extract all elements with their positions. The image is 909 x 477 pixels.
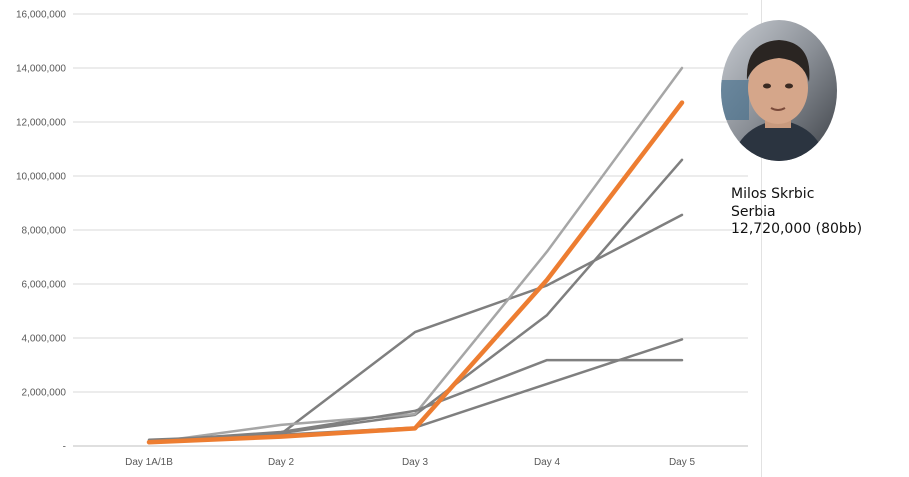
series-line-2: [147, 158, 684, 442]
player-info-card: Milos Skrbic Serbia 12,720,000 (80bb): [731, 186, 862, 239]
y-tick-label: 2,000,000: [22, 388, 67, 399]
x-tick-label: Day 2: [268, 457, 295, 468]
y-tick-label: 16,000,000: [16, 10, 66, 21]
y-tick-label: 4,000,000: [22, 334, 67, 345]
player-stack: 12,720,000 (80bb): [731, 221, 863, 237]
x-tick-label: Day 5: [669, 457, 696, 468]
player-country: Serbia: [731, 203, 776, 220]
series-line-highlighted: [146, 100, 685, 445]
series-line-5: [147, 358, 684, 443]
y-tick-label: 6,000,000: [22, 280, 67, 291]
y-axis-tick-labels: - 2,000,000 4,000,000 6,000,000 8,000,000 10,…: [16, 10, 66, 453]
gridlines: [73, 13, 748, 447]
player-portrait-icon: [721, 20, 837, 161]
x-axis-tick-labels: Day 1A/1B Day 2 Day 3 Day 4 Day 5: [125, 457, 695, 468]
series-lines: [146, 66, 685, 445]
x-tick-label: Day 3: [402, 457, 429, 468]
line-chart: - 2,000,000 4,000,000 6,000,000 8,000,000 10,…: [16, 10, 748, 468]
y-tick-label: 14,000,000: [16, 64, 66, 75]
player-name: Milos Skrbic: [731, 186, 815, 202]
y-tick-label: 12,000,000: [16, 118, 66, 129]
series-line-3: [147, 66, 684, 445]
chart-frame: - 2,000,000 4,000,000 6,000,000 8,000,000 10,…: [16, 0, 762, 477]
x-tick-label: Day 1A/1B: [125, 457, 173, 468]
y-tick-label: 10,000,000: [16, 172, 66, 183]
series-line-1: [147, 213, 684, 444]
x-tick-label: Day 4: [534, 457, 561, 468]
y-tick-label: -: [63, 442, 66, 453]
y-tick-label: 8,000,000: [22, 226, 67, 237]
